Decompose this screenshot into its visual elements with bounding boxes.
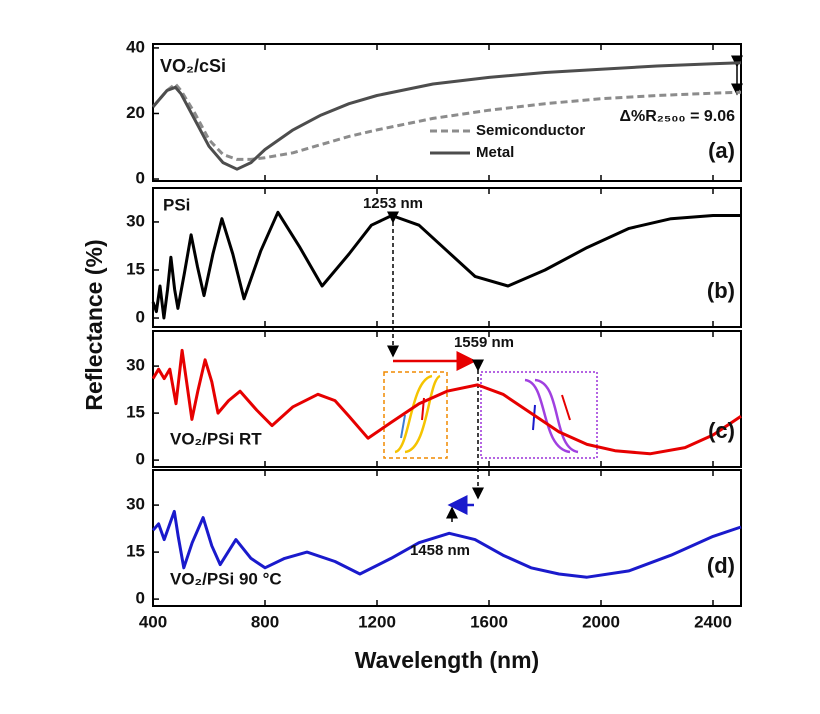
- y-tick-label: 0: [136, 450, 145, 469]
- inset-box: [480, 371, 598, 459]
- y-tick-label: 15: [126, 403, 145, 422]
- y-tick-label: 15: [126, 542, 145, 561]
- annotation: (b): [707, 278, 735, 303]
- y-tick-label: 40: [126, 37, 145, 56]
- annotation: PSi: [163, 195, 190, 214]
- series-line: [151, 509, 742, 579]
- series-line: [151, 348, 742, 456]
- annotation: 1253 nm: [363, 195, 423, 212]
- y-tick-label: 0: [136, 308, 145, 327]
- x-tick-label: 2400: [694, 612, 732, 631]
- annotation: 1458 nm: [410, 542, 470, 559]
- series-line: [151, 82, 742, 161]
- y-tick-label: 0: [136, 589, 145, 608]
- plot-frame: [152, 330, 742, 468]
- series-line: [151, 210, 741, 320]
- annotation: (d): [707, 553, 735, 578]
- plot-frame: [152, 469, 742, 607]
- y-tick-label: 15: [126, 259, 145, 278]
- plot-frame: [152, 43, 742, 182]
- inset-arrow: [532, 404, 536, 431]
- annotation: 1559 nm: [454, 334, 514, 351]
- plot-frame: [152, 187, 742, 328]
- x-axis-title: Wavelength (nm): [355, 647, 539, 673]
- annotation: VO₂/PSi 90 °C: [170, 569, 282, 588]
- annotation: VO₂/PSi RT: [170, 429, 262, 448]
- inset-loop: [394, 374, 441, 454]
- x-tick-label: 2000: [582, 612, 620, 631]
- annotation: VO₂/cSi: [160, 56, 226, 76]
- annotation: (a): [708, 138, 735, 163]
- series-line: [151, 61, 742, 171]
- x-tick-label: 1200: [358, 612, 396, 631]
- legend-label: Semiconductor: [476, 122, 585, 139]
- y-tick-label: 0: [136, 169, 145, 188]
- inset-arrow: [400, 414, 406, 439]
- y-tick-label: 30: [126, 356, 145, 375]
- x-tick-label: 800: [251, 612, 279, 631]
- y-axis-title: Reflectance (%): [81, 239, 107, 410]
- annotation: (c): [708, 418, 735, 443]
- annotation: Δ%R₂₅₀₀ = 9.06: [619, 108, 735, 125]
- inset-loop: [524, 378, 579, 454]
- decorations: [383, 55, 743, 522]
- y-tick-label: 30: [126, 495, 145, 514]
- inset-arrow: [561, 394, 571, 421]
- legend-label: Metal: [476, 144, 514, 161]
- y-tick-label: 20: [126, 103, 145, 122]
- y-tick-label: 30: [126, 211, 145, 230]
- x-tick-label: 400: [139, 612, 167, 631]
- x-tick-label: 1600: [470, 612, 508, 631]
